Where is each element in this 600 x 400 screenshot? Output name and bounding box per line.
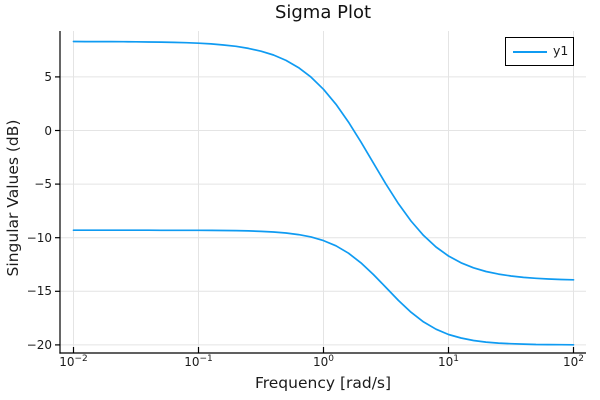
x-tick-label: 100: [312, 354, 334, 369]
y-tick-label: 5: [44, 69, 52, 84]
y-tick-label: −10: [26, 230, 52, 245]
axis-layer: [55, 31, 586, 354]
y-tick-label: −5: [34, 177, 52, 192]
legend: y1: [505, 37, 574, 66]
chart-title: Sigma Plot: [274, 2, 372, 23]
y-tick-label: 0: [44, 123, 52, 138]
y-tick-label: −20: [26, 337, 52, 352]
y-tick-label: −15: [26, 284, 52, 299]
x-tick-label: 102: [562, 354, 584, 369]
x-tick-label: 10−2: [59, 354, 88, 369]
legend-entry-label: y1: [553, 43, 569, 59]
grid-layer: [60, 31, 586, 353]
y-axis-label: Singular Values (dB): [4, 119, 22, 277]
x-axis-label: Frequency [rad/s]: [254, 374, 392, 392]
x-tick-label: 10−1: [184, 354, 213, 369]
legend-line-sample-icon: [513, 50, 547, 53]
x-tick-label: 101: [437, 354, 459, 369]
sigma-max-curve: [72, 40, 575, 281]
sigma-min-curve: [72, 229, 575, 346]
curve-layer: [72, 40, 575, 346]
